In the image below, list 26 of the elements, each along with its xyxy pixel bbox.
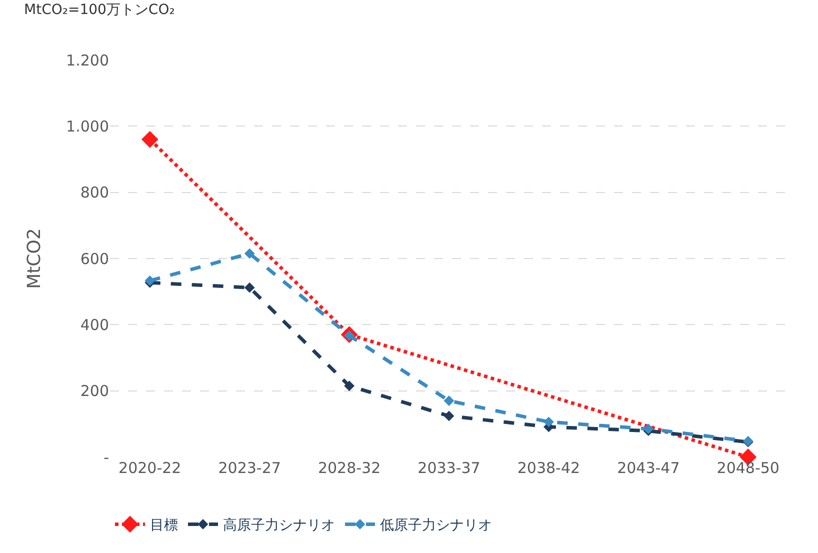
x-tick-label: 2048-50 — [716, 459, 780, 477]
x-tick-label: 2020-22 — [118, 459, 182, 477]
y-tick-label: 200 — [80, 382, 109, 400]
point — [244, 248, 255, 259]
point — [544, 416, 554, 428]
x-tick-label: 2038-42 — [517, 459, 580, 477]
y-tick-label: 1.000 — [66, 117, 109, 136]
y-tick-label: 1.200 — [66, 51, 109, 70]
point — [344, 380, 354, 392]
y-tick-label: - — [104, 448, 109, 466]
x-tick-label: 2023-27 — [218, 459, 281, 477]
y-tick-label: 400 — [80, 316, 109, 334]
point — [141, 130, 158, 148]
legend-label: 低原子力シナリオ — [380, 518, 492, 534]
point — [244, 282, 255, 293]
point — [444, 396, 454, 406]
x-tick-label: 2043-47 — [617, 459, 680, 477]
point — [444, 410, 454, 422]
y-tick-label: 800 — [80, 184, 109, 202]
y-tick-label: 600 — [80, 250, 109, 268]
legend-label: 高原子力シナリオ — [223, 518, 335, 534]
text: MtCO₂=100万トンCO₂ — [24, 2, 175, 18]
legend-label: 目標 — [150, 518, 178, 534]
x-tick-label: 2033-37 — [418, 459, 480, 477]
x-tick-label: 2028-32 — [318, 459, 381, 477]
y-axis-title: MtCO2 — [24, 228, 46, 289]
